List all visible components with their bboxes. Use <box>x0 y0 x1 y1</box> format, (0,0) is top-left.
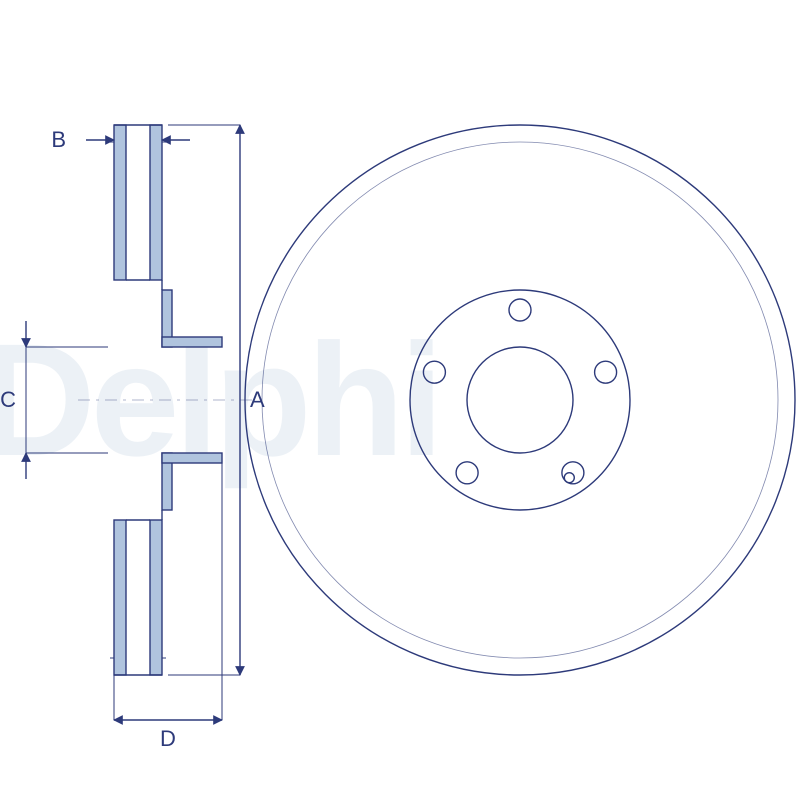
dimension-annotations: A B C D <box>0 125 265 751</box>
disc-section-view <box>78 125 252 675</box>
dim-label-c: C <box>0 387 16 412</box>
technical-drawing: A B C D <box>0 0 800 800</box>
dim-label-b: B <box>51 127 66 152</box>
dim-label-a: A <box>250 387 265 412</box>
dim-label-d: D <box>160 726 176 751</box>
disc-front-view <box>245 125 795 675</box>
